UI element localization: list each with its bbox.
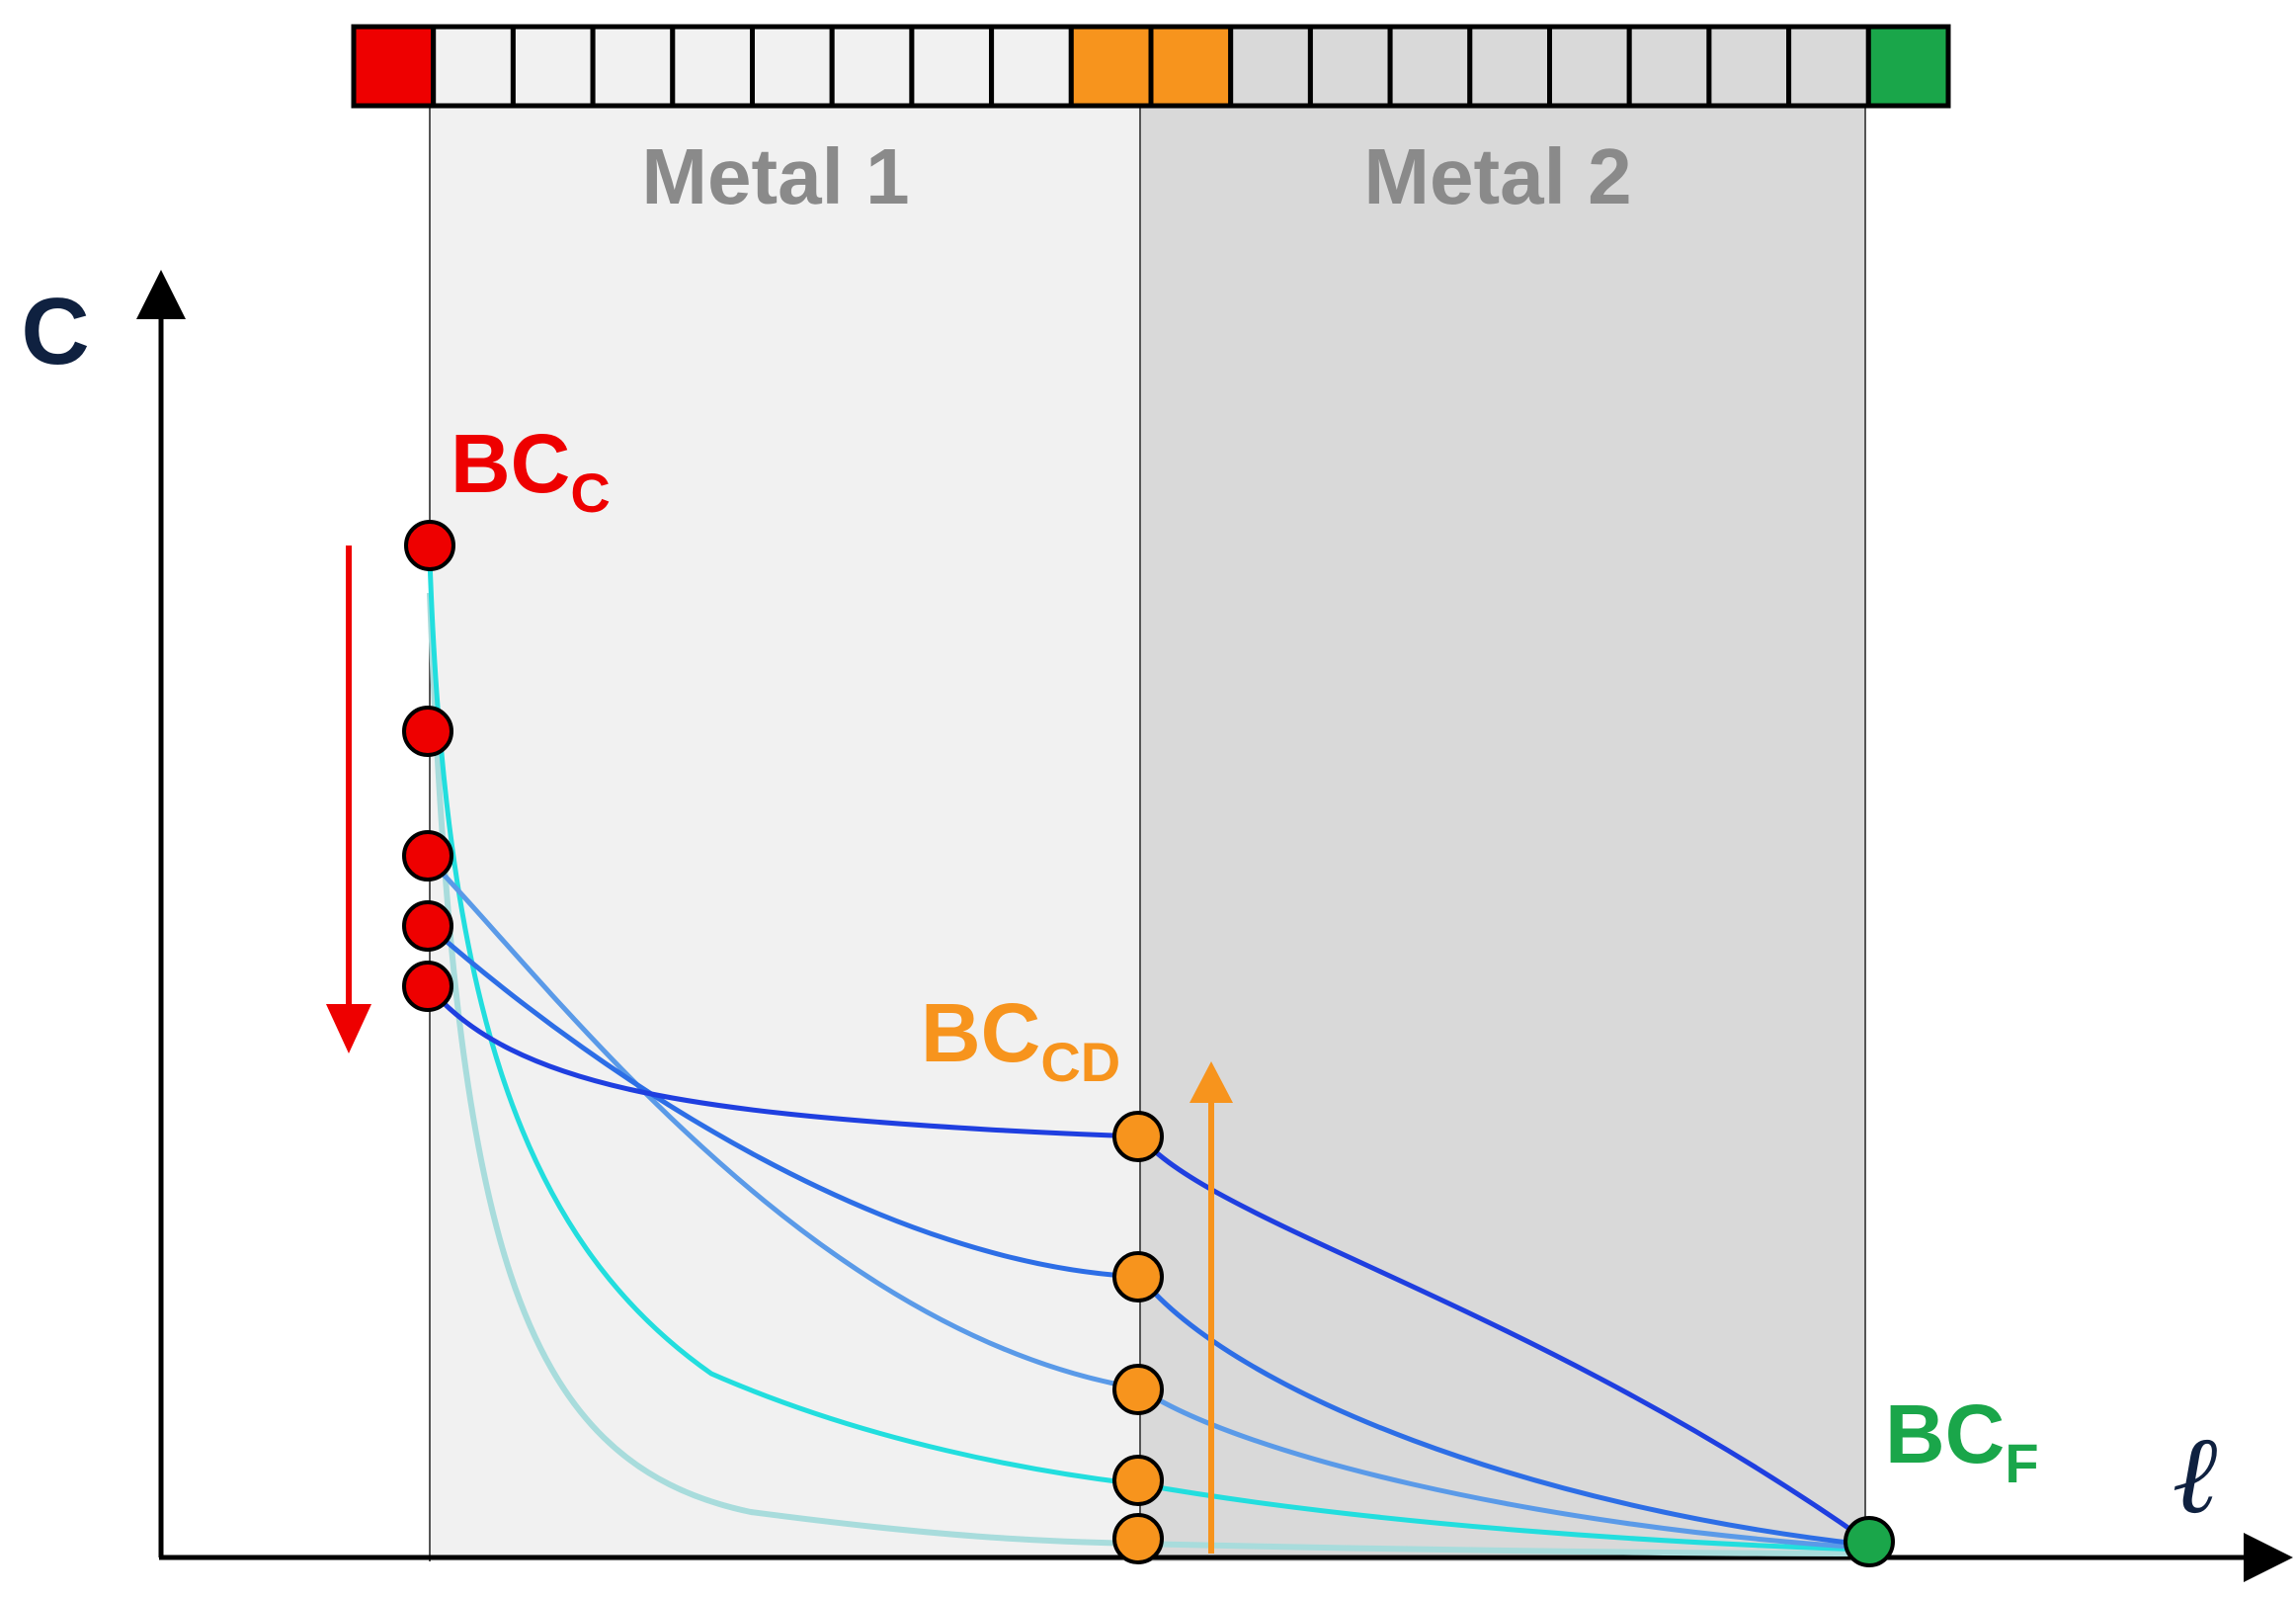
strip-cell-20 <box>1865 24 1951 109</box>
strip-cell-2 <box>431 24 516 109</box>
interface-node-2 <box>1112 1251 1164 1303</box>
strip-cell-4 <box>590 24 676 109</box>
bc-cathode-label: BCC <box>451 417 611 524</box>
curve-5-pale <box>427 592 1866 1556</box>
cathode-node-3 <box>402 830 453 882</box>
strip-cell-3 <box>510 24 596 109</box>
strip-cell-12 <box>1228 24 1313 109</box>
strip-cell-14 <box>1387 24 1473 109</box>
strip-cell-17 <box>1626 24 1712 109</box>
interface-increase-arrow-head <box>1189 1061 1233 1103</box>
interface-node-5 <box>1112 1513 1164 1564</box>
far-field-node <box>1844 1516 1895 1567</box>
y-axis-label: C <box>21 279 89 384</box>
cathode-node-1 <box>404 520 455 571</box>
bc-interface-label: BCCD <box>921 986 1120 1093</box>
strip-cell-13 <box>1307 24 1393 109</box>
interface-node-3 <box>1112 1364 1164 1415</box>
interface-node-1 <box>1112 1111 1164 1162</box>
strip-cell-1 <box>351 24 437 109</box>
bc-far-field-label: BCF <box>1885 1387 2039 1494</box>
curve-4-cyan <box>427 557 1866 1553</box>
metal2-label: Metal 2 <box>1363 132 1631 220</box>
strip-cell-8 <box>909 24 995 109</box>
cell-strip <box>351 24 1951 109</box>
metal1-label: Metal 1 <box>641 132 909 220</box>
interface-node-4 <box>1112 1455 1164 1506</box>
cathode-node-2 <box>402 706 453 757</box>
cathode-node-4 <box>402 900 453 952</box>
cathode-decrease-arrow-head <box>326 1004 371 1053</box>
x-axis-label: ℓ <box>2174 1410 2221 1538</box>
strip-cell-6 <box>750 24 835 109</box>
strip-cell-5 <box>670 24 755 109</box>
strip-cell-18 <box>1706 24 1792 109</box>
cathode-node-5 <box>402 961 453 1012</box>
metal1-region <box>430 107 1140 1561</box>
strip-cell-7 <box>829 24 915 109</box>
metal2-region <box>1140 107 1865 1561</box>
strip-cell-9 <box>989 24 1074 109</box>
strip-cell-19 <box>1786 24 1871 109</box>
strip-cell-16 <box>1547 24 1632 109</box>
strip-cell-15 <box>1467 24 1553 109</box>
strip-cell-10 <box>1068 24 1154 109</box>
strip-cell-11 <box>1148 24 1234 109</box>
